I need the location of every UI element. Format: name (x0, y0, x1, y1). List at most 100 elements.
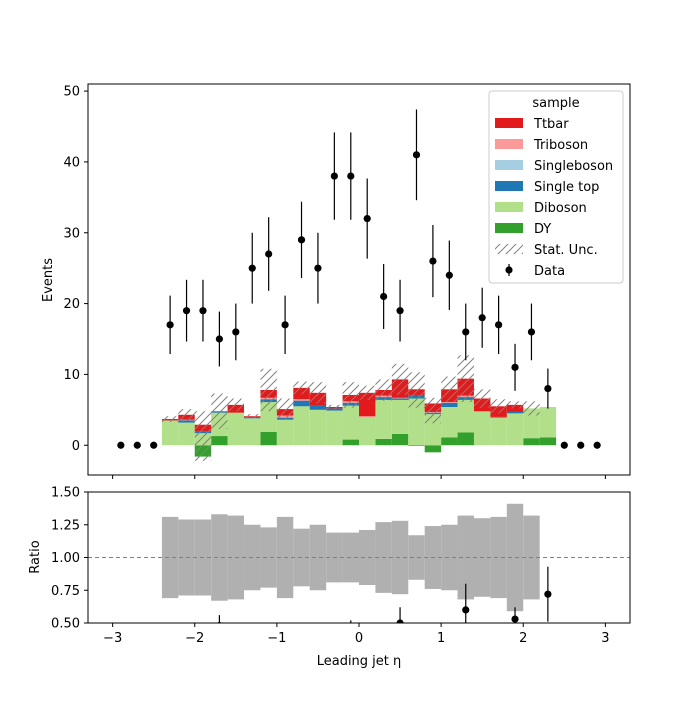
bar-diboson (309, 409, 327, 446)
ratio-point (544, 590, 552, 598)
ratio-point (511, 615, 519, 623)
ratio-uncertainty-band (161, 516, 179, 599)
ratio-uncertainty-band (359, 529, 376, 586)
legend-swatch-diboson (495, 202, 523, 212)
bar-dy (408, 445, 425, 446)
bar-single-top (293, 400, 310, 407)
x-tick-label: 0 (355, 631, 363, 646)
ratio-y-tick-label: 1.50 (51, 486, 80, 501)
legend-label: Ttbar (533, 117, 569, 132)
bar-dy (424, 445, 442, 453)
ratio-uncertainty-band (391, 520, 409, 595)
data-point (330, 172, 338, 180)
legend-label: Single top (534, 180, 599, 195)
stat-uncertainty-hatch (342, 382, 359, 408)
data-point (265, 250, 273, 258)
bar-dy (375, 438, 392, 446)
data-point (150, 441, 158, 449)
x-tick-label: −2 (185, 631, 204, 646)
ratio-point (347, 623, 354, 630)
ratio-y-tick-label: 1.00 (51, 551, 80, 566)
bar-dy (260, 431, 277, 446)
legend-label: DY (534, 222, 551, 237)
stat-uncertainty-hatch (408, 372, 425, 408)
data-point (117, 441, 125, 449)
legend-swatch-dy (495, 223, 523, 233)
bar-single-top (326, 408, 343, 411)
ratio-uncertainty-band (211, 514, 228, 601)
bar-triboson (441, 402, 458, 403)
bar-dy (523, 438, 540, 446)
stat-uncertainty-hatch (161, 416, 179, 422)
main-plot-panel: 0 10 20 30 40 50 Events (41, 83, 631, 479)
data-point (380, 292, 388, 301)
legend-label: Triboson (533, 138, 588, 153)
bar-triboson (293, 399, 310, 401)
bar-dy (441, 437, 458, 446)
x-tick-label: −1 (267, 631, 286, 646)
data-point (363, 214, 371, 223)
bar-diboson (178, 422, 195, 446)
bar-diboson (506, 413, 524, 446)
stat-uncertainty-hatch (473, 389, 491, 408)
bar-triboson (473, 411, 491, 412)
y-axis-label-ratio: Ratio (28, 540, 43, 573)
data-point (166, 321, 174, 329)
bar-diboson (276, 419, 294, 446)
stat-uncertainty-hatch (359, 385, 376, 400)
bar-diboson (359, 417, 376, 446)
legend-label: Stat. Unc. (534, 243, 598, 258)
bar-single-top (178, 420, 195, 423)
bar-diboson (342, 405, 359, 440)
bar-single-top (490, 416, 507, 418)
stat-uncertainty-hatch (326, 404, 343, 410)
legend-swatch-stat-unc (495, 244, 523, 254)
stat-uncertainty-hatch (244, 414, 261, 419)
x-tick-label: 2 (519, 631, 527, 646)
stat-uncertainty-hatch (293, 381, 310, 395)
legend-swatch-triboson (495, 139, 523, 149)
bar-single-top (391, 398, 409, 400)
bar-diboson (293, 406, 310, 446)
ratio-plot-panel: 0.50 0.75 1.00 1.25 1.50 −3 −2 −1 0 1 2 3 Ratio Le… (28, 486, 631, 669)
x-tick-label: 1 (437, 631, 445, 646)
x-tick-label: −3 (103, 631, 122, 646)
legend-label: Singleboson (534, 159, 613, 174)
stat-uncertainty-hatch (309, 382, 327, 404)
data-point (314, 264, 322, 272)
bar-diboson (473, 411, 491, 446)
data-point (544, 384, 552, 393)
bar-triboson (391, 397, 409, 399)
legend-swatch-singleboson (495, 160, 523, 170)
bar-diboson (244, 418, 261, 446)
bar-single-top (506, 411, 524, 414)
bar-diboson (161, 420, 179, 446)
stat-uncertainty-hatch (441, 376, 458, 403)
bar-single-top (309, 405, 327, 410)
stat-uncertainty-hatch (375, 379, 392, 401)
stat-uncertainty-hatch (194, 411, 212, 461)
bar-dy (211, 436, 228, 446)
ratio-y-tick-label: 0.50 (51, 617, 80, 632)
stat-uncertainty-hatch (211, 393, 228, 429)
legend-label: Diboson (534, 201, 587, 216)
y-tick-label: 30 (63, 226, 80, 241)
y-axis-label-events: Events (41, 258, 56, 302)
bar-diboson (408, 398, 425, 446)
data-point (396, 307, 404, 315)
bar-triboson (359, 416, 376, 418)
data-point (495, 321, 503, 329)
ratio-uncertainty-band (309, 524, 327, 591)
bar-diboson (457, 399, 474, 433)
ratio-y-tick-label: 0.75 (51, 584, 80, 599)
bar-diboson (523, 408, 540, 439)
data-point (511, 363, 519, 371)
stat-uncertainty-hatch (227, 398, 245, 412)
bar-dy (342, 439, 359, 446)
bar-dy (391, 433, 409, 446)
legend-label: Data (534, 264, 565, 279)
data-point (297, 236, 306, 244)
y-tick-label: 50 (63, 85, 80, 100)
data-point (412, 151, 421, 159)
